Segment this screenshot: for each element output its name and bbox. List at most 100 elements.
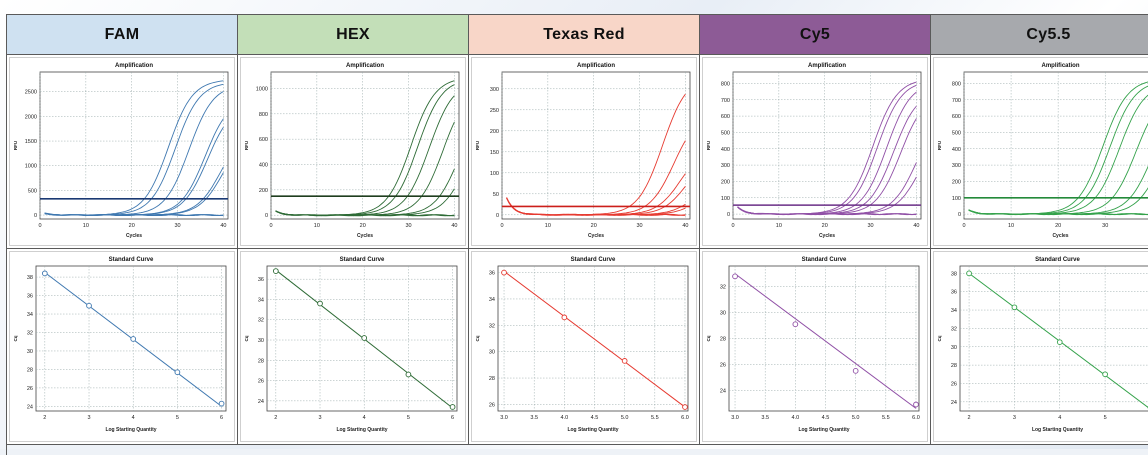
y-axis-label: Cq	[706, 335, 711, 341]
y-tick-label: 34	[27, 312, 33, 318]
y-tick-label: 700	[721, 98, 730, 104]
y-tick-label: 200	[952, 179, 961, 185]
y-tick-label: 400	[721, 147, 730, 153]
x-tick-label: 40	[451, 223, 457, 229]
standard-curve-fit-line	[503, 270, 686, 408]
y-tick-label: 28	[489, 376, 495, 382]
y-tick-label: 28	[720, 337, 726, 343]
header-hex: HEX	[238, 15, 469, 55]
standard-point	[792, 321, 799, 328]
channel-label-cy5-5: Cy5.5	[1026, 25, 1071, 43]
y-axis-label: Cq	[475, 335, 480, 341]
baseline-trace	[275, 210, 455, 217]
std-cell-hex: Standard Curve 2 3 4 5 6 24 26 28 30 32 34 36 Log Sta…	[238, 249, 469, 445]
x-axis-label: Cycles	[819, 233, 835, 239]
x-tick-label: 0	[500, 223, 503, 229]
y-tick-label: 600	[952, 114, 961, 120]
y-tick-label: 2000	[25, 114, 37, 120]
y-tick-label: 28	[951, 363, 957, 369]
baseline-trace	[44, 212, 224, 216]
standard-point	[218, 400, 225, 407]
y-tick-label: 32	[951, 326, 957, 332]
baseline-trace	[506, 197, 686, 216]
x-tick-label: 2	[968, 415, 971, 421]
x-tick-label: 20	[591, 223, 597, 229]
chart-title: Standard Curve	[1035, 257, 1080, 263]
x-tick-label: 40	[220, 223, 226, 229]
x-tick-label: 20	[822, 223, 828, 229]
plot-area	[963, 71, 1148, 220]
standard-point	[317, 300, 323, 307]
chart-title: Standard Curve	[109, 257, 154, 263]
x-tick-label: 0	[731, 223, 734, 229]
y-tick-label: 36	[258, 277, 264, 283]
x-tick-label: 0	[269, 223, 272, 229]
x-tick-label: 6.0	[912, 415, 920, 421]
amp-cell-fam: Amplification 0 10 20 30 40 0 500 1000 1500 2000 25…	[7, 55, 238, 249]
x-tick-label: 2	[274, 415, 277, 421]
x-tick-label: 2	[43, 415, 46, 421]
y-axis-label: RFU	[244, 141, 249, 150]
baseline-trace	[737, 206, 917, 216]
x-tick-label: 5.0	[852, 415, 860, 421]
header-fam: FAM	[7, 15, 238, 55]
y-tick-label: 34	[951, 308, 957, 314]
x-tick-label: 4	[363, 415, 366, 421]
channel-label-texas-red: Texas Red	[543, 25, 625, 43]
y-tick-label: 30	[720, 311, 726, 317]
x-axis-label: Log Starting Quantity	[1032, 427, 1083, 433]
chart-title: Amplification	[808, 63, 846, 69]
x-tick-label: 20	[360, 223, 366, 229]
x-tick-label: 10	[83, 223, 89, 229]
standard-point	[86, 302, 92, 309]
chart-title: Standard Curve	[571, 257, 616, 263]
y-tick-label: 24	[258, 399, 264, 405]
y-tick-label: 700	[952, 98, 961, 104]
y-tick-label: 200	[721, 179, 730, 185]
x-tick-label: 0	[38, 223, 41, 229]
amplification-chart-fam: Amplification 0 10 20 30 40 0 500 1000 1500 2000 25…	[13, 63, 229, 239]
y-tick-label: 500	[721, 130, 730, 136]
standard-point	[41, 270, 48, 277]
x-tick-label: 4.0	[792, 415, 800, 421]
y-tick-label: 34	[258, 297, 264, 303]
y-tick-label: 36	[951, 290, 957, 296]
x-tick-label: 20	[1055, 223, 1061, 229]
standard-point	[272, 268, 279, 274]
x-tick-label: 5	[176, 415, 179, 421]
standard-point	[449, 404, 456, 410]
y-tick-label: 24	[951, 400, 957, 406]
channel-label-hex: HEX	[336, 25, 370, 43]
x-tick-label: 4.0	[561, 415, 569, 421]
y-tick-label: 1500	[25, 139, 37, 145]
x-tick-label: 10	[776, 223, 782, 229]
y-tick-label: 600	[259, 137, 268, 143]
x-tick-label: 40	[913, 223, 919, 229]
x-tick-label: 6	[220, 415, 223, 421]
y-tick-label: 2500	[25, 90, 37, 96]
y-axis-label: Cq	[244, 335, 249, 341]
x-tick-label: 5.5	[882, 415, 890, 421]
standard-point	[682, 404, 688, 410]
standard-point	[852, 368, 859, 374]
x-tick-label: 30	[1102, 223, 1108, 229]
y-tick-label: 28	[258, 358, 264, 364]
qpcr-comparison-grid: FAM HEX Texas Red Cy5 Cy5.5 Amplificatio…	[6, 14, 1148, 455]
y-tick-label: 400	[259, 163, 268, 169]
standard-point	[621, 358, 628, 364]
standard-point	[561, 314, 568, 321]
x-axis-label: Log Starting Quantity	[336, 427, 387, 433]
y-tick-label: 36	[489, 271, 495, 277]
std-cell-texas-red: Standard Curve 3.0 3.5 4.0 4.5 5.0 5.5 6.0 26 28 3…	[469, 249, 700, 445]
amplification-chart-texas-red: Amplification 0 10 20 30 40 0 50 100 150 200 250 300…	[475, 63, 691, 239]
channel-label-cy5: Cy5	[799, 25, 831, 43]
y-axis-label: RFU	[13, 141, 18, 150]
x-tick-label: 3	[318, 415, 321, 421]
y-tick-label: 28	[27, 367, 33, 373]
y-tick-label: 150	[490, 150, 499, 156]
y-tick-label: 30	[951, 345, 957, 351]
x-tick-label: 3.0	[500, 415, 508, 421]
standard-point	[130, 336, 137, 342]
y-tick-label: 0	[265, 213, 268, 219]
y-tick-label: 600	[721, 114, 730, 120]
